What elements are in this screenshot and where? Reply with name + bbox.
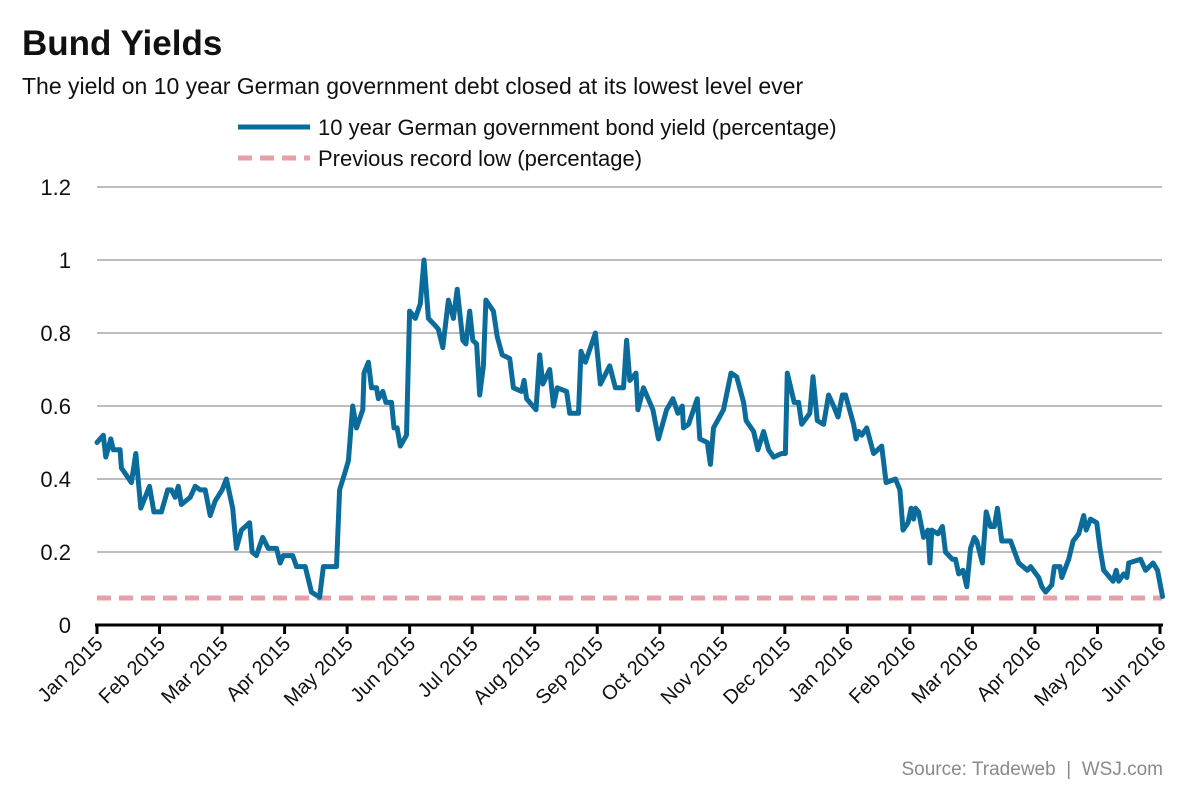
x-tick-label: Dec 2015 (719, 633, 795, 709)
y-tick-label: 0.6 (40, 394, 71, 419)
chart-subtitle: The yield on 10 year German government d… (22, 73, 803, 99)
x-tick-label: Jun 2015 (346, 633, 420, 707)
x-tick-label: Aug 2015 (469, 633, 545, 709)
y-tick-label: 1.2 (40, 175, 71, 200)
legend: 10 year German government bond yield (pe… (238, 115, 837, 171)
x-tick-label: Mar 2016 (908, 633, 983, 708)
x-tick-label: Nov 2015 (657, 633, 733, 709)
y-tick-label: 0.4 (40, 467, 71, 492)
series-layer (94, 257, 1165, 601)
x-tick-label: May 2015 (280, 633, 358, 711)
x-tick-label: May 2016 (1030, 633, 1108, 711)
legend-label-record-low: Previous record low (percentage) (318, 146, 642, 171)
legend-label-yield: 10 year German government bond yield (pe… (318, 115, 837, 140)
y-tick-label: 0 (59, 613, 71, 638)
y-tick-label: 1 (59, 248, 71, 273)
x-tick-label: Sep 2015 (532, 633, 608, 709)
x-tick-label: Feb 2016 (845, 633, 920, 708)
x-tick-label: Jun 2016 (1097, 633, 1171, 707)
chart-title: Bund Yields (22, 24, 222, 63)
x-tick-label: Feb 2015 (95, 633, 170, 708)
x-tick-label: Mar 2015 (157, 633, 232, 708)
y-tick-label: 0.8 (40, 321, 71, 346)
y-axis-ticks: 0 0.2 0.4 0.6 0.8 1 1.2 (40, 175, 71, 638)
source-note: Source: Tradeweb | WSJ.com (901, 759, 1163, 780)
y-tick-label: 0.2 (40, 540, 71, 565)
yield-line (94, 257, 1165, 600)
